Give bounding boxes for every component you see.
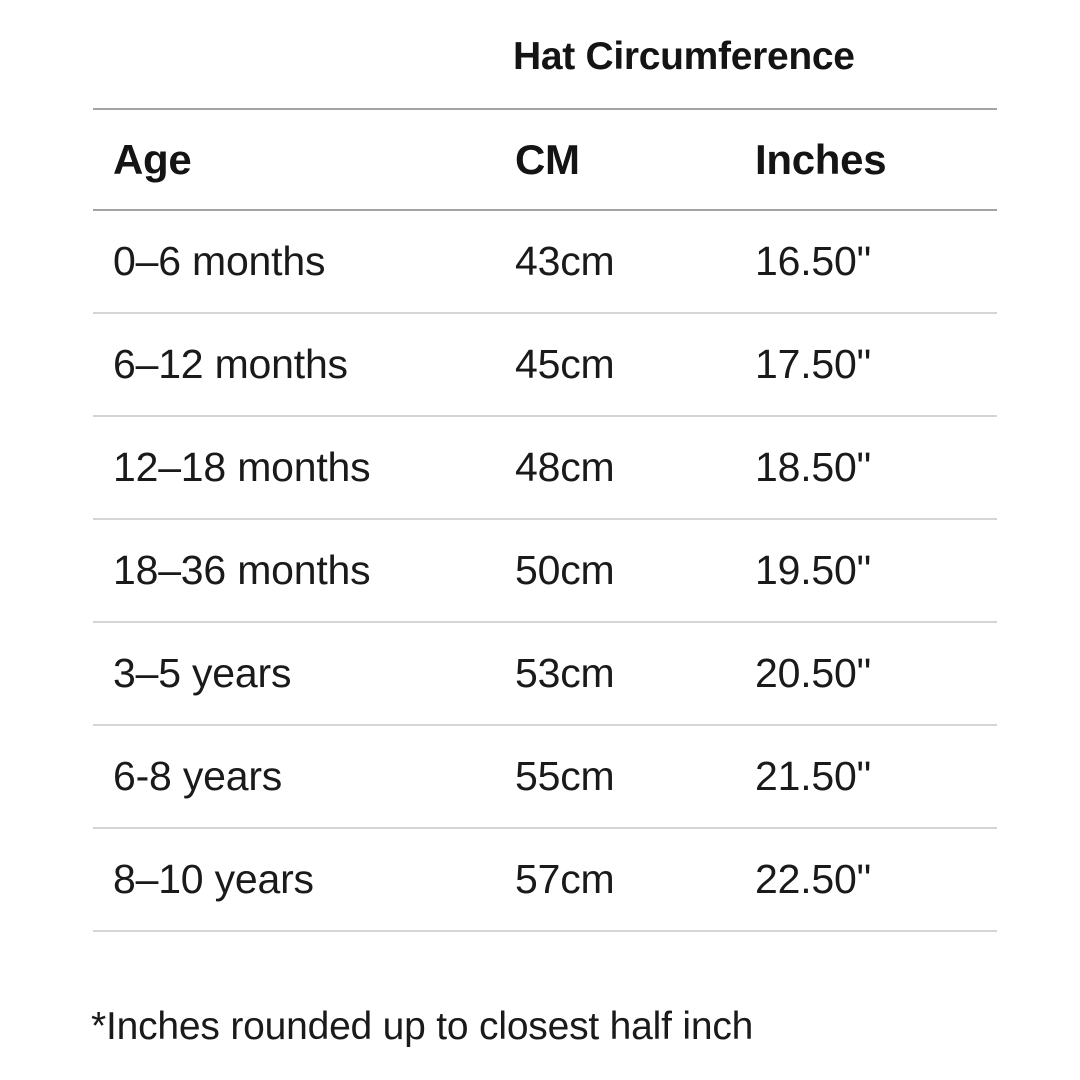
cell-age: 6-8 years (113, 753, 283, 799)
table-row: 12–18 months 48cm 18.50" (93, 416, 997, 519)
table-row: 18–36 months 50cm 19.50" (93, 519, 997, 622)
header-row: Age CM Inches (93, 109, 997, 210)
footnote: *Inches rounded up to closest half inch (91, 1005, 754, 1048)
cell-inches: 19.50" (755, 547, 871, 593)
table-row: 8–10 years 57cm 22.50" (93, 828, 997, 931)
table-row: 6-8 years 55cm 21.50" (93, 725, 997, 828)
cell-inches: 18.50" (755, 444, 871, 490)
cell-inches: 17.50" (755, 341, 871, 387)
cell-cm: 57cm (515, 856, 615, 902)
size-table: Age CM Inches 0–6 months 43cm 16.50" 6–1… (93, 108, 997, 932)
cell-cm: 45cm (515, 341, 615, 387)
cell-inches: 20.50" (755, 650, 871, 696)
cell-inches: 22.50" (755, 856, 871, 902)
cell-cm: 50cm (515, 547, 615, 593)
column-header-cm: CM (515, 135, 580, 183)
cell-cm: 48cm (515, 444, 615, 490)
cell-age: 12–18 months (113, 444, 371, 490)
table-row: 0–6 months 43cm 16.50" (93, 210, 997, 313)
cell-age: 18–36 months (113, 547, 371, 593)
column-header-inches: Inches (755, 135, 887, 183)
cell-inches: 21.50" (755, 753, 871, 799)
cell-cm: 55cm (515, 753, 615, 799)
cell-age: 0–6 months (113, 238, 326, 284)
table-row: 3–5 years 53cm 20.50" (93, 622, 997, 725)
cell-inches: 16.50" (755, 238, 871, 284)
table-row: 6–12 months 45cm 17.50" (93, 313, 997, 416)
cell-cm: 43cm (515, 238, 615, 284)
cell-cm: 53cm (515, 650, 615, 696)
cell-age: 6–12 months (113, 341, 348, 387)
cell-age: 8–10 years (113, 856, 314, 902)
page-title: Hat Circumference (513, 35, 855, 78)
column-header-age: Age (113, 135, 192, 183)
cell-age: 3–5 years (113, 650, 292, 696)
